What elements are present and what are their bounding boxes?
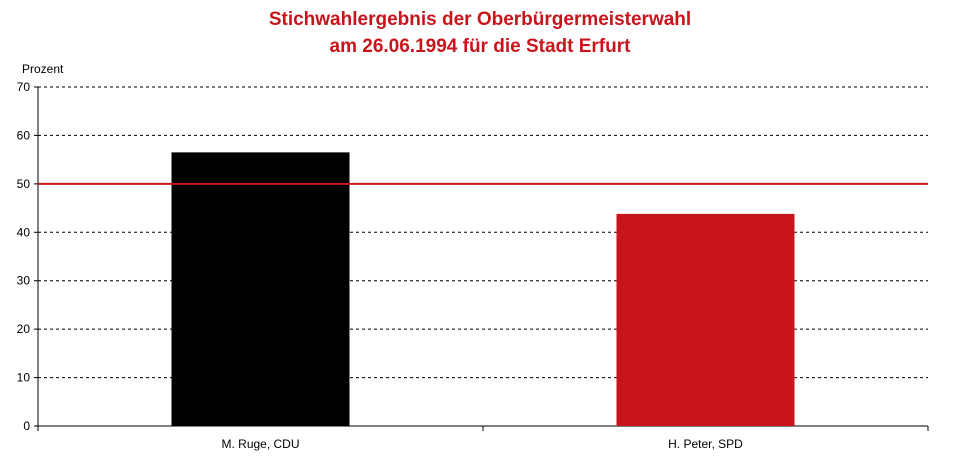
x-tick-label: M. Ruge, CDU bbox=[221, 437, 299, 451]
y-tick-label: 60 bbox=[17, 128, 31, 142]
chart-title: Stichwahlergebnis der Oberbürgermeisterw… bbox=[0, 6, 960, 60]
bar bbox=[616, 213, 795, 426]
bar bbox=[171, 152, 350, 426]
chart-subtitle: am 26.06.1994 für die Stadt Erfurt bbox=[329, 36, 631, 57]
y-tick-label: 0 bbox=[23, 419, 30, 433]
y-tick-label: 10 bbox=[17, 371, 31, 385]
y-tick-label: 70 bbox=[17, 80, 31, 94]
y-axis-label: Prozent bbox=[22, 62, 64, 76]
y-tick-label: 40 bbox=[17, 225, 31, 239]
chart-title-line1: Stichwahlergebnis der Oberbürgermeisterw… bbox=[268, 9, 692, 30]
y-tick-label: 50 bbox=[17, 177, 31, 191]
y-tick-label: 30 bbox=[17, 274, 31, 288]
x-tick-label: H. Peter, SPD bbox=[668, 437, 743, 451]
y-tick-label: 20 bbox=[17, 322, 31, 336]
